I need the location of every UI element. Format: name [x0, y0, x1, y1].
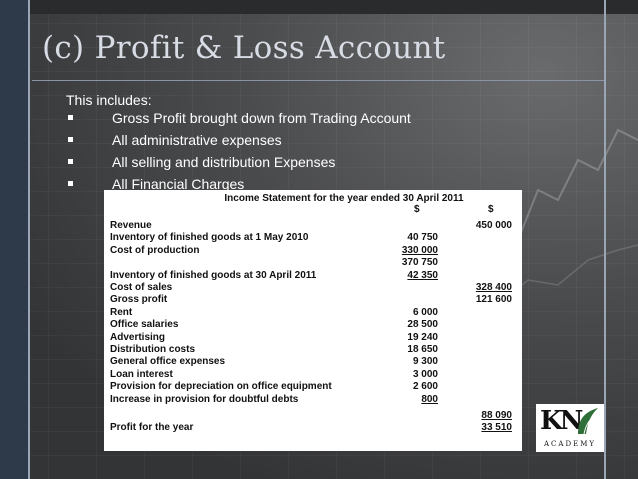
row-value-col2: 88 090 — [481, 410, 512, 421]
statement-row: Rent 6 000 — [110, 307, 522, 319]
title-divider — [32, 80, 604, 81]
row-value-col1: 800 — [421, 393, 438, 405]
row-label: Inventory of finished goods at 30 April … — [110, 269, 317, 281]
row-value-col1: 3 000 — [412, 368, 438, 380]
statement-row: 370 750 — [110, 257, 522, 269]
right-accent-line — [604, 0, 606, 479]
row-value-col1: 6 000 — [412, 306, 438, 318]
statement-row: Gross profit 121 600 — [110, 294, 522, 306]
row-value-col1: 40 750 — [407, 232, 438, 244]
row-label: Loan interest — [110, 368, 173, 380]
row-label: Gross profit — [110, 294, 168, 306]
row-label: Rent — [110, 306, 133, 318]
row-value-col1: 18 650 — [407, 344, 438, 355]
row-value-col1: 9 300 — [412, 356, 438, 368]
square-bullet-icon — [68, 181, 73, 186]
square-bullet-icon — [68, 137, 73, 142]
row-value-col1: 28 500 — [407, 319, 438, 331]
statement-row: Revenue 450 000 — [110, 220, 522, 232]
statement-row: Provision for depreciation on office equ… — [110, 381, 522, 393]
statement-row: Loan interest 3 000 — [110, 369, 522, 381]
statement-row: Inventory of finished goods at 1 May 201… — [110, 232, 522, 244]
row-label: Revenue — [110, 220, 152, 231]
statement-row: 88 090 — [110, 410, 522, 422]
leaf-icon — [578, 408, 599, 435]
column-header-1: $ — [414, 204, 420, 215]
row-value-col2: 450 000 — [475, 220, 512, 231]
row-label: Advertising — [110, 331, 166, 343]
row-label: Cost of production — [110, 244, 200, 256]
row-value-col2: 33 510 — [481, 422, 512, 434]
square-bullet-icon — [68, 115, 73, 120]
logo-subtitle: ACADEMY — [544, 440, 596, 448]
left-accent-line — [28, 0, 30, 479]
intro-text: This includes: — [66, 92, 152, 108]
row-value-col1: 2 600 — [412, 381, 438, 393]
statement-row: Increase in provision for doubtful debts… — [110, 394, 522, 406]
row-value-col2: 328 400 — [475, 282, 512, 293]
row-label: Provision for depreciation on office equ… — [110, 381, 332, 393]
row-label: Profit for the year — [110, 422, 194, 434]
row-label: General office expenses — [110, 356, 226, 368]
statement-row: Office salaries 28 500 — [110, 319, 522, 331]
statement-row: Advertising 19 240 — [110, 332, 522, 344]
statement-title: Income Statement for the year ended 30 A… — [224, 193, 464, 204]
square-bullet-icon — [68, 159, 73, 164]
row-label: Distribution costs — [110, 344, 196, 355]
column-header-2: $ — [488, 204, 494, 215]
left-accent-bar — [0, 0, 28, 479]
statement-row: Cost of sales 328 400 — [110, 282, 522, 294]
top-stripe — [0, 0, 638, 14]
row-value-col1: 370 750 — [401, 257, 438, 269]
slide-title: (c) Profit & Loss Account — [42, 30, 446, 66]
row-label: Office salaries — [110, 319, 179, 331]
row-label: Cost of sales — [110, 282, 173, 293]
kn-academy-logo: KN ACADEMY — [536, 404, 604, 452]
statement-row: General office expenses 9 300 — [110, 356, 522, 368]
logo-letters: KN — [540, 406, 583, 436]
income-statement-image: Income Statement for the year ended 30 A… — [104, 190, 522, 451]
statement-row: Profit for the year 33 510 — [110, 422, 522, 434]
statement-row: Inventory of finished goods at 30 April … — [110, 270, 522, 282]
row-value-col1: 19 240 — [407, 331, 438, 343]
row-value-col1: 330 000 — [401, 244, 438, 256]
row-value-col1: 42 350 — [407, 269, 438, 281]
statement-row: Cost of production 330 000 — [110, 245, 522, 257]
statement-row: Distribution costs 18 650 — [110, 344, 522, 356]
row-label: Inventory of finished goods at 1 May 201… — [110, 232, 309, 244]
row-value-col2: 121 600 — [475, 294, 512, 306]
row-label: Increase in provision for doubtful debts — [110, 393, 299, 405]
